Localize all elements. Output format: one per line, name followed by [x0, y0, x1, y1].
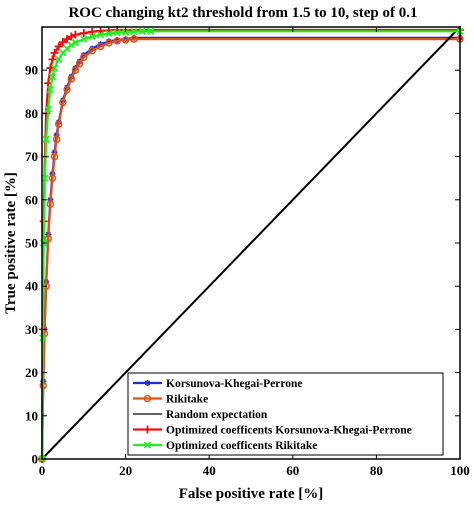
data-point [121, 36, 130, 44]
data-point [72, 65, 79, 72]
legend-label: Optimized coefficents Rikitake [166, 440, 317, 452]
legend-box [127, 372, 444, 456]
x-axis-label: False positive rate [%] [179, 486, 324, 502]
data-point [48, 174, 57, 182]
data-point [67, 32, 76, 41]
chart-title: ROC changing kt2 threshold from 1.5 to 1… [68, 5, 417, 21]
legend-item: Optimized coefficents Rikitake [133, 440, 317, 452]
data-point [44, 234, 53, 243]
data-point [52, 135, 61, 144]
data-point [71, 66, 80, 74]
data-point [89, 45, 96, 52]
x-tick-label: 80 [370, 463, 383, 478]
legend-label: Optimized coefficents Korsunova-Khegai-P… [166, 425, 412, 437]
legend-marker [143, 394, 152, 403]
legend-item: Korsunova-Khegai-Perrone [133, 378, 303, 390]
y-tick-label: 20 [25, 365, 38, 380]
data-point [130, 28, 138, 36]
data-point [88, 47, 96, 55]
data-point [63, 85, 71, 94]
data-point [80, 35, 88, 43]
data-point [105, 39, 113, 47]
ticks-layer: 0 20 40 60 80 100 0 10 20 30 40 50 60 70 80 90 [25, 27, 470, 478]
data-point [48, 73, 57, 81]
data-point [59, 98, 67, 107]
legend-label: Korsunova-Khegai-Perrone [166, 378, 303, 390]
data-point [67, 41, 75, 49]
data-point [50, 64, 59, 72]
y-tick-label: 60 [25, 192, 38, 207]
y-tick-label: 90 [25, 63, 38, 78]
y-tick-label: 70 [25, 149, 38, 164]
y-tick-label: 30 [25, 322, 38, 337]
data-point [71, 30, 80, 39]
legend-label: Random expectation [166, 409, 268, 421]
data-point [88, 32, 96, 41]
data-point [42, 135, 50, 143]
data-point [130, 35, 138, 43]
data-point [46, 200, 55, 208]
data-point [121, 28, 130, 36]
series-layer [38, 26, 464, 463]
data-point [113, 28, 121, 37]
x-tick-label: 100 [450, 463, 470, 478]
legend-item: Optimized coefficents Korsunova-Khegai-P… [133, 425, 412, 437]
y-tick-label: 80 [25, 106, 38, 121]
data-point [54, 120, 63, 128]
data-point [50, 152, 59, 161]
y-tick-label: 10 [25, 408, 38, 423]
legend-item: Random expectation [133, 409, 268, 421]
data-point [138, 27, 146, 35]
data-point [46, 64, 55, 73]
data-point [54, 42, 63, 51]
y-tick-label: 50 [25, 236, 38, 251]
data-point [80, 52, 87, 59]
x-tick-label: 60 [286, 463, 299, 478]
data-point [55, 55, 63, 64]
legend-marker [144, 380, 151, 386]
data-point [39, 334, 47, 342]
data-point [147, 27, 155, 35]
data-point [44, 105, 52, 113]
legend-marker [143, 441, 152, 449]
legend-label: Rikitake [166, 394, 208, 406]
legend-item: Rikitake [133, 394, 208, 406]
data-point [50, 48, 59, 57]
x-tick-label: 40 [203, 463, 216, 478]
x-tick-label: 20 [119, 463, 132, 478]
data-point [88, 27, 97, 36]
y-tick-label: 40 [25, 279, 38, 294]
data-point [41, 174, 49, 182]
legend-marker [143, 425, 152, 434]
data-point [67, 75, 76, 83]
data-point [113, 37, 121, 45]
y-axis-label: True positive rate [%] [3, 172, 19, 314]
data-point [96, 31, 105, 39]
legend: Korsunova-Khegai-Perrone Rikitake Random e… [127, 372, 444, 456]
data-point [58, 38, 67, 47]
data-point [130, 34, 137, 41]
series-line-random-expectation [41, 26, 461, 460]
data-point [97, 41, 104, 48]
data-point [105, 38, 112, 45]
data-point [96, 42, 105, 51]
data-point [46, 86, 54, 94]
legend-entries: Korsunova-Khegai-Perrone Rikitake Random e… [133, 378, 412, 452]
series-optimized-coefficents-rikitake [38, 27, 464, 463]
data-point [63, 35, 72, 44]
data-point [75, 59, 84, 68]
data-point [79, 29, 88, 38]
data-point [105, 29, 113, 38]
x-tick-label: 0 [39, 463, 46, 478]
series-random-expectation [41, 26, 461, 460]
y-tick-label: 0 [32, 452, 39, 467]
data-point [80, 53, 88, 61]
data-point [76, 58, 83, 65]
data-point [48, 55, 57, 64]
data-point [71, 38, 80, 47]
